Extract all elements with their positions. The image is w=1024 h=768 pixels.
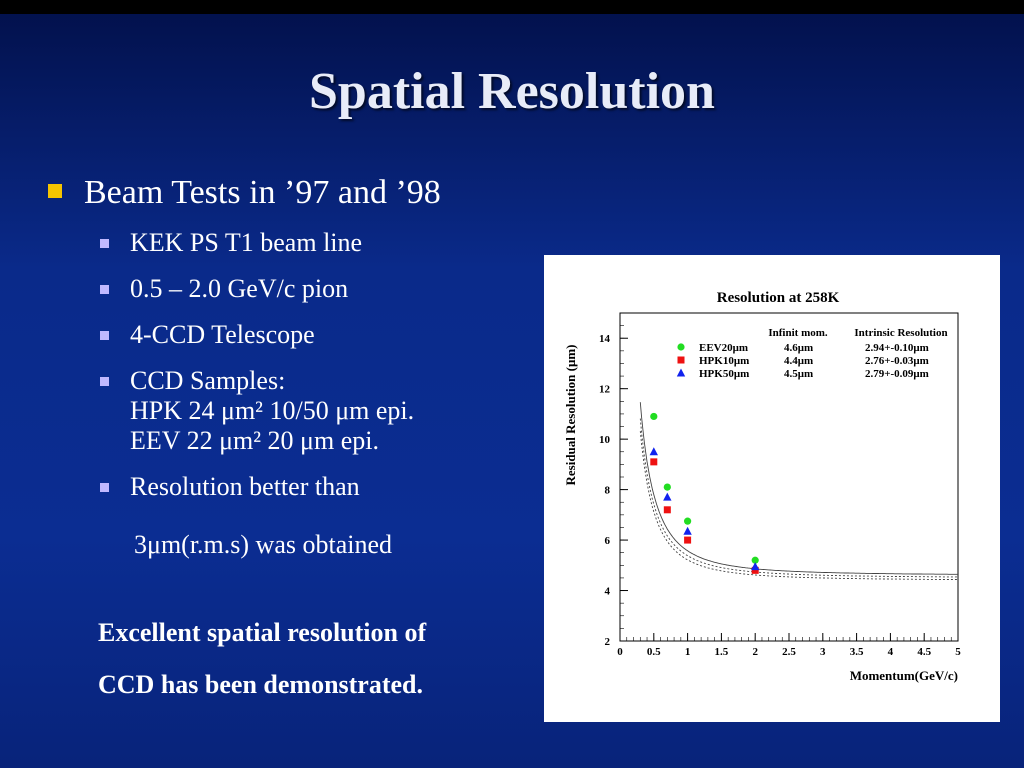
y-axis-label: Residual Resolution (μm)	[563, 345, 578, 486]
top-bar	[0, 0, 1024, 14]
data-point	[684, 536, 692, 544]
data-point	[650, 412, 658, 421]
data-point	[684, 517, 692, 525]
sub-bullet-marker	[100, 483, 109, 492]
legend-marker	[677, 356, 685, 364]
x-tick-label: 0.5	[647, 646, 661, 658]
sub-bullet: 4-CCD Telescope	[100, 320, 540, 350]
x-tick-label: 2	[752, 646, 758, 658]
x-tick-label: 3	[820, 646, 826, 658]
main-bullet: Beam Tests in ’97 and ’98	[48, 174, 441, 212]
sub-bullet: CCD Samples: HPK 24 μm² 10/50 μm epi. EE…	[100, 366, 540, 456]
chart-panel: Resolution at 258K Residual Resolution (…	[544, 255, 1000, 722]
x-tick-label: 1.5	[715, 646, 729, 658]
data-point	[649, 447, 658, 456]
sub-bullet-text: EEV 22 μm² 20 μm epi.	[130, 426, 379, 455]
sub-bullet: KEK PS T1 beam line	[100, 228, 540, 258]
data-point	[751, 556, 759, 564]
sub-bullet-marker	[100, 285, 109, 294]
y-tick-label: 8	[605, 485, 611, 497]
y-tick-label: 14	[599, 333, 611, 345]
data-point	[650, 458, 658, 466]
sub-bullet-text: CCD Samples:	[130, 366, 286, 395]
legend-intrinsic-value: 2.76+-0.03μm	[865, 355, 929, 367]
data-point	[751, 562, 760, 571]
x-tick-label: 4.5	[917, 646, 931, 658]
fit-curve	[639, 402, 958, 575]
y-tick-label: 2	[605, 636, 611, 648]
sub-bullet-list: KEK PS T1 beam line 0.5 – 2.0 GeV/c pion…	[100, 228, 540, 518]
sub-bullet-text: HPK 24 μm² 10/50 μm epi.	[130, 396, 415, 425]
data-point	[663, 506, 671, 514]
table-header-intrinsic: Intrinsic Resolution	[854, 327, 947, 339]
data-point	[663, 492, 672, 501]
x-tick-label: 3.5	[850, 646, 864, 658]
slide-title: Spatial Resolution	[309, 63, 715, 120]
legend-intrinsic-value: 2.94+-0.10μm	[865, 342, 929, 354]
sub-bullet-marker	[100, 331, 109, 340]
x-tick-label: 1	[685, 646, 691, 658]
legend-marker	[676, 368, 686, 377]
continuation-text: 3μm(r.m.s) was obtained	[134, 530, 393, 559]
legend-series-name: HPK50μm	[699, 368, 749, 380]
legend-intrinsic-value: 2.79+-0.09μm	[865, 368, 929, 380]
sub-bullet-marker	[100, 239, 109, 248]
sub-bullet-text: KEK PS T1 beam line	[130, 228, 363, 257]
sub-bullet: 0.5 – 2.0 GeV/c pion	[100, 274, 540, 304]
y-tick-label: 4	[605, 586, 611, 598]
legend-series-name: EEV20μm	[699, 342, 748, 354]
sub-bullet: Resolution better than	[100, 472, 540, 502]
conclusion-line-1: Excellent spatial resolution of	[98, 618, 427, 647]
resolution-chart: Resolution at 258K Residual Resolution (…	[563, 290, 961, 683]
legend-series-name: HPK10μm	[699, 355, 749, 367]
x-tick-label: 4	[888, 646, 894, 658]
sub-bullet-text: 0.5 – 2.0 GeV/c pion	[130, 274, 349, 303]
main-bullet-text: Beam Tests in ’97 and ’98	[84, 174, 441, 211]
x-tick-label: 2.5	[782, 646, 796, 658]
data-point	[751, 566, 759, 574]
main-bullet-marker	[48, 184, 62, 199]
chart-title: Resolution at 258K	[717, 290, 840, 306]
x-tick-label: 5	[955, 646, 961, 658]
x-tick-label: 0	[617, 646, 623, 658]
sub-bullet-marker	[100, 377, 109, 386]
y-tick-label: 6	[605, 535, 611, 547]
legend-infinit-value: 4.5μm	[784, 368, 813, 380]
fit-curve	[639, 418, 958, 578]
sub-bullet-text: 4-CCD Telescope	[130, 320, 315, 349]
data-point	[683, 526, 692, 535]
legend-marker	[677, 343, 685, 351]
legend-infinit-value: 4.6μm	[784, 342, 813, 354]
sub-bullet-text: Resolution better than	[130, 472, 360, 501]
y-tick-label: 10	[599, 434, 611, 446]
table-header-infinit: Infinit mom.	[768, 327, 828, 339]
legend-infinit-value: 4.4μm	[784, 355, 813, 367]
conclusion-line-2: CCD has been demonstrated.	[98, 670, 423, 699]
fit-curve	[639, 431, 958, 581]
data-point	[663, 483, 671, 491]
y-tick-label: 12	[599, 384, 611, 396]
x-axis-label: Momentum(GeV/c)	[850, 668, 958, 683]
